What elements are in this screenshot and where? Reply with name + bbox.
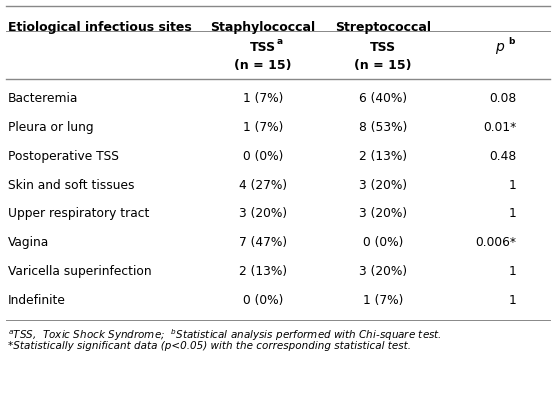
- Text: 2 (13%): 2 (13%): [239, 265, 287, 278]
- Text: 1: 1: [508, 265, 516, 278]
- Text: 0 (0%): 0 (0%): [243, 294, 283, 307]
- Text: Pleura or lung: Pleura or lung: [8, 121, 94, 134]
- Text: 4 (27%): 4 (27%): [239, 179, 287, 192]
- Text: 7 (47%): 7 (47%): [239, 236, 287, 249]
- Text: 1 (7%): 1 (7%): [243, 92, 283, 105]
- Text: Vagina: Vagina: [8, 236, 49, 249]
- Text: 0 (0%): 0 (0%): [363, 236, 403, 249]
- Text: (n = 15): (n = 15): [234, 59, 292, 72]
- Text: 1: 1: [508, 294, 516, 307]
- Text: *Statistically significant data (p<0.05) with the corresponding statistical test: *Statistically significant data (p<0.05)…: [8, 341, 411, 351]
- Text: 6 (40%): 6 (40%): [359, 92, 407, 105]
- Text: 1 (7%): 1 (7%): [363, 294, 403, 307]
- Text: 3 (20%): 3 (20%): [359, 207, 407, 220]
- Text: 1 (7%): 1 (7%): [243, 121, 283, 134]
- Text: 0.006*: 0.006*: [475, 236, 516, 249]
- Text: Postoperative TSS: Postoperative TSS: [8, 150, 119, 163]
- Text: Staphylococcal: Staphylococcal: [210, 21, 316, 34]
- Text: a: a: [277, 37, 283, 46]
- Text: 8 (53%): 8 (53%): [359, 121, 407, 134]
- Text: Bacteremia: Bacteremia: [8, 92, 78, 105]
- Text: 0.08: 0.08: [489, 92, 516, 105]
- Text: 3 (20%): 3 (20%): [359, 265, 407, 278]
- Text: 3 (20%): 3 (20%): [239, 207, 287, 220]
- Text: 0.48: 0.48: [489, 150, 516, 163]
- Text: Etiological infectious sites: Etiological infectious sites: [8, 21, 192, 34]
- Text: 2 (13%): 2 (13%): [359, 150, 407, 163]
- Text: 1: 1: [508, 207, 516, 220]
- Text: Upper respiratory tract: Upper respiratory tract: [8, 207, 150, 220]
- Text: $\it{p}$: $\it{p}$: [495, 41, 505, 56]
- Text: (n = 15): (n = 15): [354, 59, 412, 72]
- Text: Skin and soft tissues: Skin and soft tissues: [8, 179, 134, 192]
- Text: 3 (20%): 3 (20%): [359, 179, 407, 192]
- Text: 0 (0%): 0 (0%): [243, 150, 283, 163]
- Text: TSS: TSS: [250, 41, 276, 54]
- Text: 0.01*: 0.01*: [483, 121, 516, 134]
- Text: 1: 1: [508, 179, 516, 192]
- Text: $^a$TSS,  Toxic Shock Syndrome;  $^b$Statistical analysis performed with Chi-squ: $^a$TSS, Toxic Shock Syndrome; $^b$Stati…: [8, 327, 442, 343]
- Text: Varicella superinfection: Varicella superinfection: [8, 265, 152, 278]
- Text: TSS: TSS: [370, 41, 396, 54]
- Text: Streptococcal: Streptococcal: [335, 21, 431, 34]
- Text: b: b: [508, 37, 514, 46]
- Text: Indefinite: Indefinite: [8, 294, 66, 307]
